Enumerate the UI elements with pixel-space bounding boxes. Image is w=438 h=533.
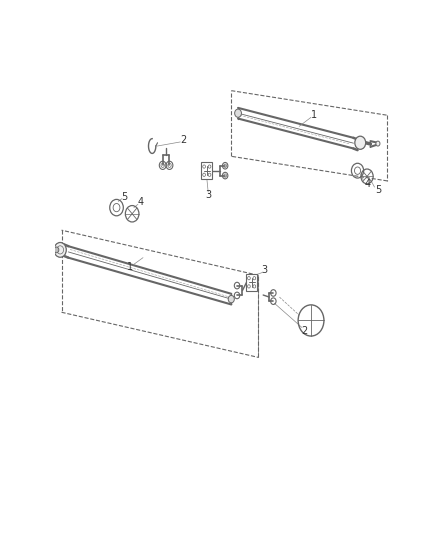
Circle shape [376,141,380,146]
Text: 3: 3 [262,265,268,275]
FancyBboxPatch shape [201,163,212,179]
Text: 5: 5 [375,184,381,195]
Circle shape [54,243,66,257]
Circle shape [228,295,234,303]
Text: 4: 4 [137,197,143,207]
Circle shape [54,247,59,253]
Circle shape [355,136,366,149]
Text: 3: 3 [206,190,212,200]
Text: 1: 1 [311,110,317,120]
Text: 5: 5 [121,191,127,201]
Text: 4: 4 [365,179,371,189]
Text: 1: 1 [127,262,133,272]
FancyBboxPatch shape [246,274,257,290]
Circle shape [235,109,241,117]
Text: 2: 2 [301,326,307,336]
Text: 2: 2 [180,135,186,145]
